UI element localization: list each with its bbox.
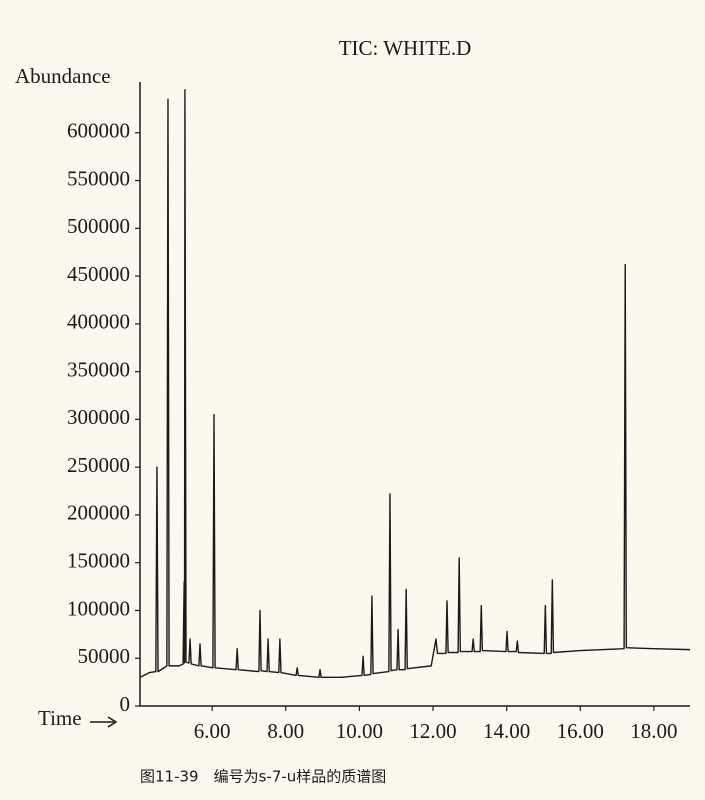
y-tick-label: 150000 <box>67 549 130 573</box>
x-tick-label: 6.00 <box>194 719 231 743</box>
y-tick-label: 400000 <box>67 310 130 334</box>
trace-line <box>139 89 691 679</box>
x-tick-label: 12.00 <box>409 719 456 743</box>
x-tick-label: 10.00 <box>336 719 383 743</box>
x-tick-label: 8.00 <box>267 719 304 743</box>
x-tick-label: 14.00 <box>483 719 530 743</box>
y-tick-label: 350000 <box>67 357 130 381</box>
y-tick-label: 50000 <box>78 644 131 668</box>
x-axis-label: Time <box>38 706 82 730</box>
chart-title: TIC: WHITE.D <box>339 36 472 60</box>
x-tick-label: 18.00 <box>630 719 677 743</box>
y-tick-label: 500000 <box>67 214 130 238</box>
x-tick-label: 16.00 <box>557 719 604 743</box>
y-tick-label: 600000 <box>67 119 130 143</box>
y-tick-label: 200000 <box>67 501 130 525</box>
y-tick-label: 100000 <box>67 596 130 620</box>
y-tick-label: 450000 <box>67 262 130 286</box>
y-tick-label: 300000 <box>67 405 130 429</box>
time-arrow <box>90 716 118 728</box>
caption: 图11-39 编号为s-7-u样品的质谱图 <box>140 768 386 786</box>
y-tick-label: 0 <box>120 692 131 716</box>
y-tick-label: 550000 <box>67 166 130 190</box>
y-tick-label: 250000 <box>67 453 130 477</box>
y-axis-label: Abundance <box>15 64 111 88</box>
